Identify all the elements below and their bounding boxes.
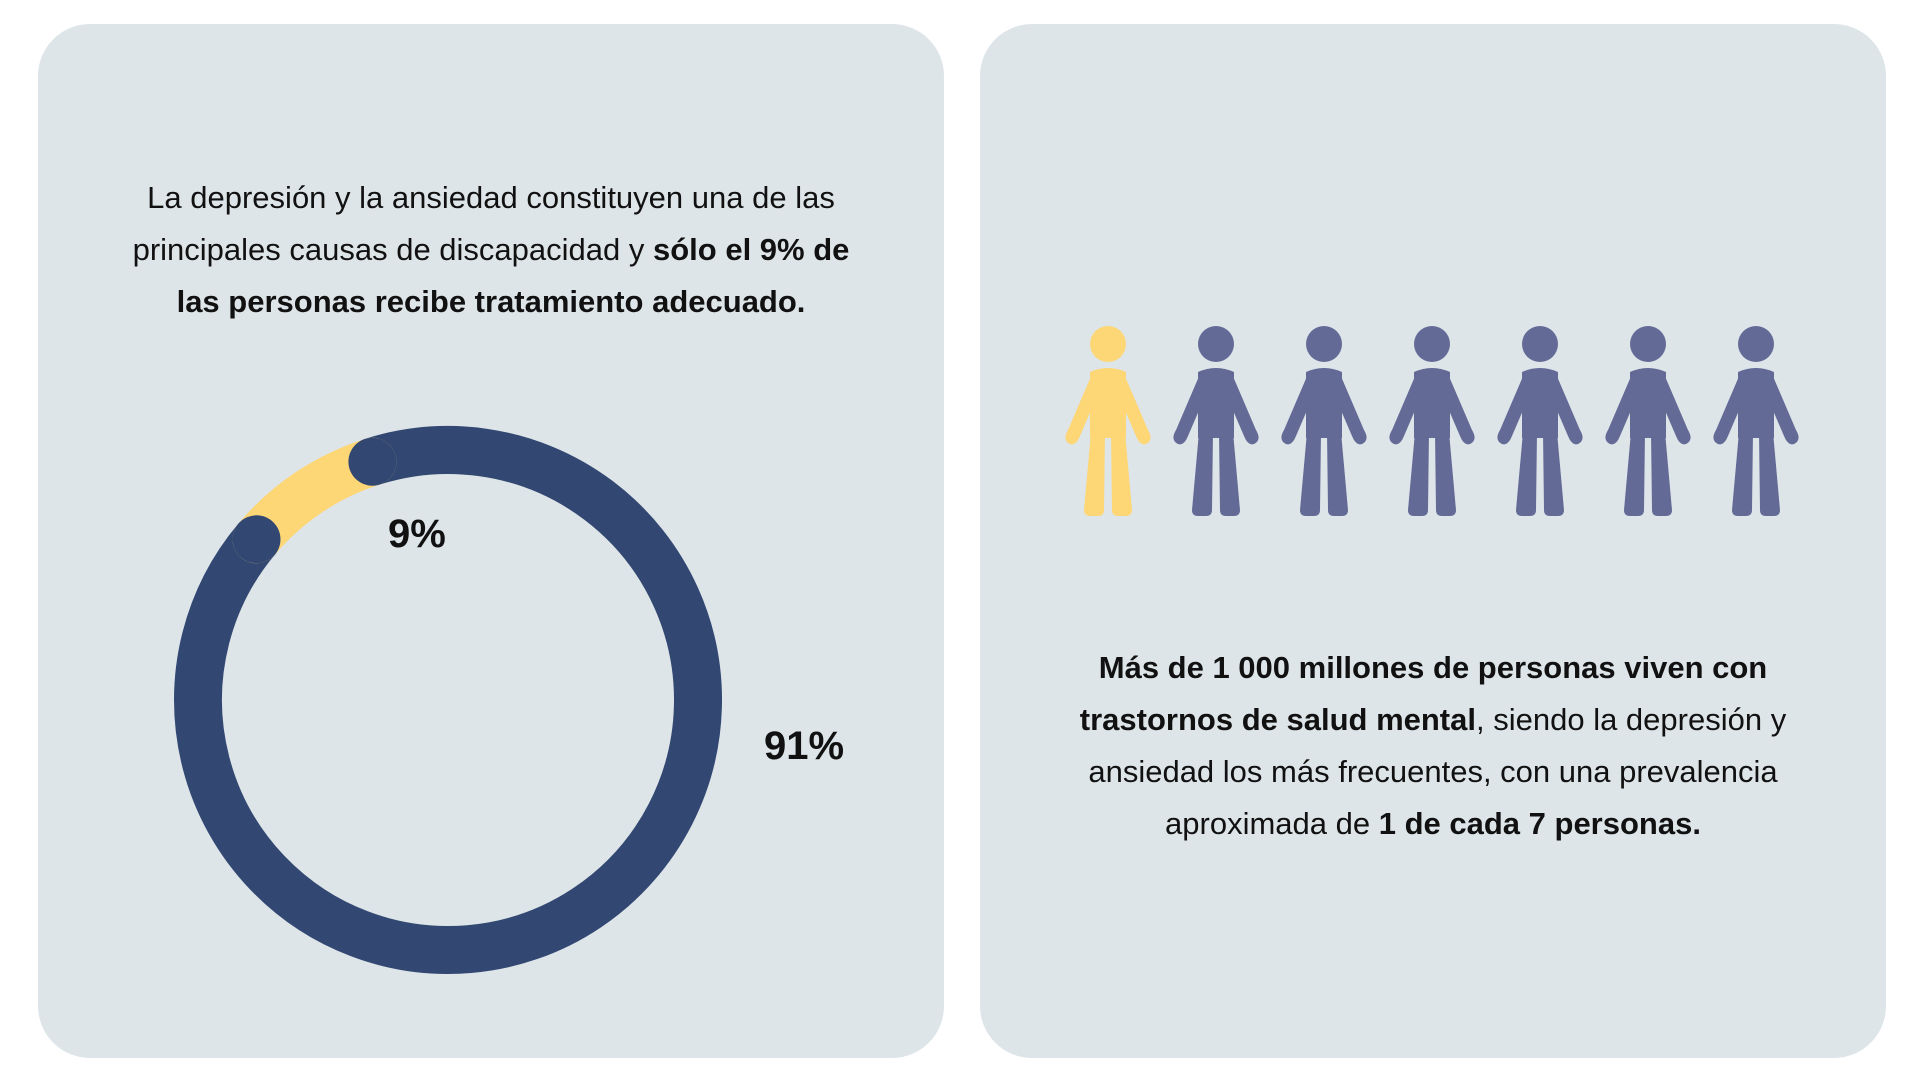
person-icon (1490, 326, 1590, 516)
prevalence-text-bold-1: Más de 1 000 millones de personas viven … (1079, 650, 1768, 737)
treatment-card: La depresión y la ansiedad constituyen u… (38, 24, 944, 1058)
treatment-text-regular: La depresión y la ansiedad constituyen u… (132, 180, 835, 267)
treatment-donut-chart (174, 426, 722, 974)
person-icon (1706, 326, 1806, 516)
prevalence-card: Más de 1 000 millones de personas viven … (980, 24, 1886, 1058)
donut-cap-0 (348, 437, 397, 486)
people-pictogram (1058, 326, 1818, 516)
prevalence-text-regular: , siendo la depresión y ansiedad los más… (1088, 702, 1787, 841)
person-icon (1058, 326, 1158, 516)
donut-cap-1 (232, 515, 281, 564)
treatment-description: La depresión y la ansiedad constituyen u… (108, 172, 874, 328)
treatment-text-bold: sólo el 9% de las personas recibe tratam… (176, 232, 850, 319)
person-icon (1598, 326, 1698, 516)
person-icon (1274, 326, 1374, 516)
donut-label-untreated: 91% (764, 724, 845, 768)
donut-slice-1 (174, 426, 722, 974)
person-icon (1382, 326, 1482, 516)
person-icon (1166, 326, 1266, 516)
prevalence-text-bold-2: 1 de cada 7 personas. (1378, 806, 1701, 841)
prevalence-description: Más de 1 000 millones de personas viven … (1050, 642, 1816, 850)
donut-label-treated: 9% (388, 512, 446, 556)
